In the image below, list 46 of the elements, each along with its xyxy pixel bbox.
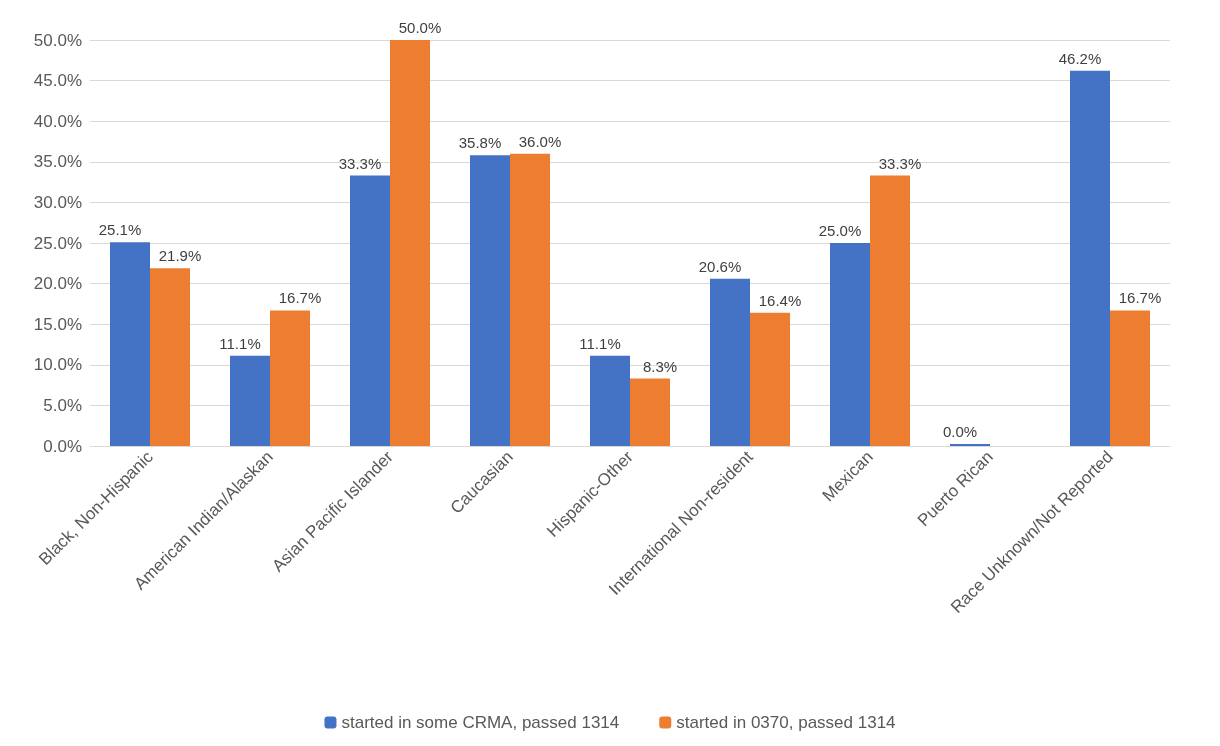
y-tick-label: 10.0% bbox=[33, 355, 82, 375]
bar bbox=[230, 355, 270, 446]
bar bbox=[630, 378, 670, 446]
bar bbox=[270, 310, 310, 446]
bar bbox=[510, 153, 550, 446]
bar bbox=[1110, 310, 1150, 446]
bar bbox=[710, 278, 750, 446]
data-label: 25.0% bbox=[818, 222, 862, 239]
bar bbox=[830, 243, 870, 446]
legend-label: started in 0370, passed 1314 bbox=[676, 713, 896, 732]
data-label: 16.7% bbox=[278, 289, 322, 307]
bar bbox=[870, 175, 910, 446]
bar bbox=[470, 155, 510, 446]
data-label: 8.3% bbox=[642, 357, 678, 375]
y-tick-label: 35.0% bbox=[33, 152, 82, 172]
data-label: 11.1% bbox=[579, 334, 621, 352]
data-label: 16.4% bbox=[758, 291, 802, 309]
bar bbox=[390, 40, 430, 446]
data-label: 46.2% bbox=[1058, 49, 1102, 67]
y-tick-label: 20.0% bbox=[33, 274, 82, 294]
y-tick-label: 0.0% bbox=[43, 436, 82, 456]
data-label: 36.0% bbox=[518, 132, 562, 150]
y-tick-label: 30.0% bbox=[33, 192, 82, 212]
bar bbox=[750, 312, 790, 446]
bar bbox=[350, 175, 390, 446]
y-tick-label: 15.0% bbox=[33, 314, 82, 334]
y-tick-label: 50.0% bbox=[33, 30, 82, 50]
bar bbox=[150, 268, 190, 446]
bar bbox=[590, 355, 630, 446]
data-label: 21.9% bbox=[158, 247, 202, 265]
data-label: 33.3% bbox=[878, 154, 922, 172]
data-label: 20.6% bbox=[698, 257, 742, 275]
y-tick-label: 5.0% bbox=[43, 395, 82, 415]
legend-label: started in some CRMA, passed 1314 bbox=[341, 713, 620, 732]
bar bbox=[110, 242, 150, 446]
y-tick-label: 40.0% bbox=[33, 111, 82, 131]
data-label: 35.8% bbox=[458, 134, 502, 152]
data-label: 50.0% bbox=[398, 19, 442, 36]
data-label: 16.7% bbox=[1118, 289, 1162, 307]
bar bbox=[1070, 70, 1110, 446]
data-label: 0.0% bbox=[942, 423, 978, 440]
y-tick-label: 45.0% bbox=[33, 71, 82, 91]
data-label: 33.3% bbox=[338, 154, 382, 172]
y-tick-label: 25.0% bbox=[33, 233, 82, 253]
data-label: 11.1% bbox=[219, 334, 261, 352]
data-label: 25.1% bbox=[98, 221, 142, 239]
